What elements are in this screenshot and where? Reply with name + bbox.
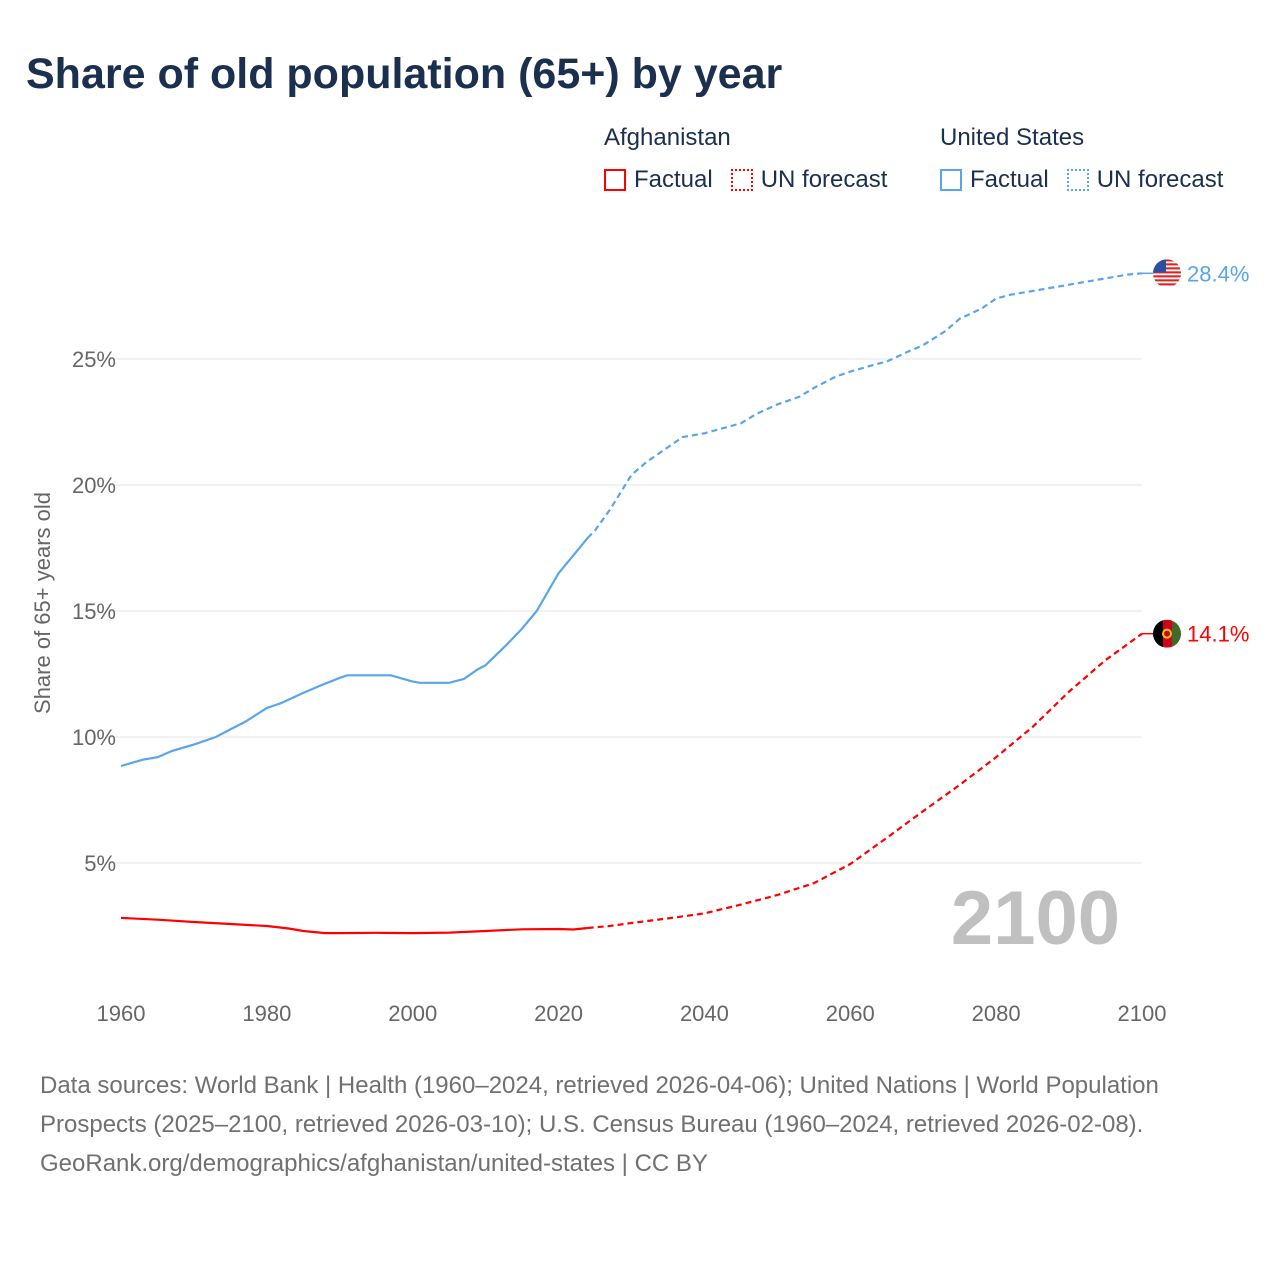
us-flag-icon xyxy=(1153,259,1181,288)
y-axis-title: Share of 65+ years old xyxy=(30,492,55,714)
x-tick-label: 1960 xyxy=(97,1001,146,1026)
legend-label: Factual xyxy=(634,166,713,193)
x-tick-label: 1980 xyxy=(242,1001,291,1026)
legend-swatch-dotted xyxy=(730,169,753,191)
end-value-label: 28.4% xyxy=(1187,261,1249,286)
y-tick-label: 10% xyxy=(72,725,116,750)
y-tick-label: 15% xyxy=(72,599,116,624)
afghanistan-flag-icon xyxy=(1153,619,1181,648)
legend-group-name: United States xyxy=(940,124,1085,151)
series-line-factual-united-states xyxy=(120,537,589,768)
legend-label: UN forecast xyxy=(760,166,888,193)
legend-item-factual[interactable]: Factual xyxy=(604,166,713,194)
x-tick-label: 2100 xyxy=(1118,1001,1167,1026)
data-sources: Data sources: World Bank | Health (1960–… xyxy=(40,1072,1159,1138)
legend-item-forecast[interactable]: UN forecast xyxy=(730,166,888,194)
legend-group-name: Afghanistan xyxy=(604,124,731,151)
year-label: 2100 xyxy=(951,876,1120,961)
legend-united-states: United States Factual UN forecast xyxy=(940,124,1241,194)
chart-title: Share of old population (65+) by year xyxy=(26,50,783,98)
legend-afghanistan: Afghanistan Factual UN forecast xyxy=(604,124,905,194)
y-tick-label: 20% xyxy=(72,473,116,498)
legend-item-factual[interactable]: Factual xyxy=(940,166,1049,194)
x-tick-label: 2000 xyxy=(388,1001,437,1026)
series-line-forecast-afghanistan xyxy=(587,632,1143,930)
y-tick-label: 25% xyxy=(72,347,116,372)
credit-link[interactable]: GeoRank.org/demographics/afghanistan/uni… xyxy=(40,1150,708,1177)
x-tick-label: 2060 xyxy=(826,1001,875,1026)
legend-swatch-solid xyxy=(604,169,626,191)
legend-swatch-dotted xyxy=(1066,169,1089,191)
legend-label: Factual xyxy=(970,166,1049,193)
legend-label: UN forecast xyxy=(1096,166,1224,193)
x-tick-label: 2040 xyxy=(680,1001,729,1026)
x-tick-label: 2020 xyxy=(534,1001,583,1026)
legend-item-forecast[interactable]: UN forecast xyxy=(1066,166,1224,194)
end-value-label: 14.1% xyxy=(1187,622,1249,647)
x-tick-label: 2080 xyxy=(972,1001,1021,1026)
legend-swatch-solid xyxy=(940,169,962,191)
series-line-forecast-united-states xyxy=(586,272,1143,539)
y-tick-label: 5% xyxy=(84,851,116,876)
footer: Data sources: World Bank | Health (1960–… xyxy=(40,1066,1240,1183)
series-line-factual-afghanistan xyxy=(120,916,588,935)
